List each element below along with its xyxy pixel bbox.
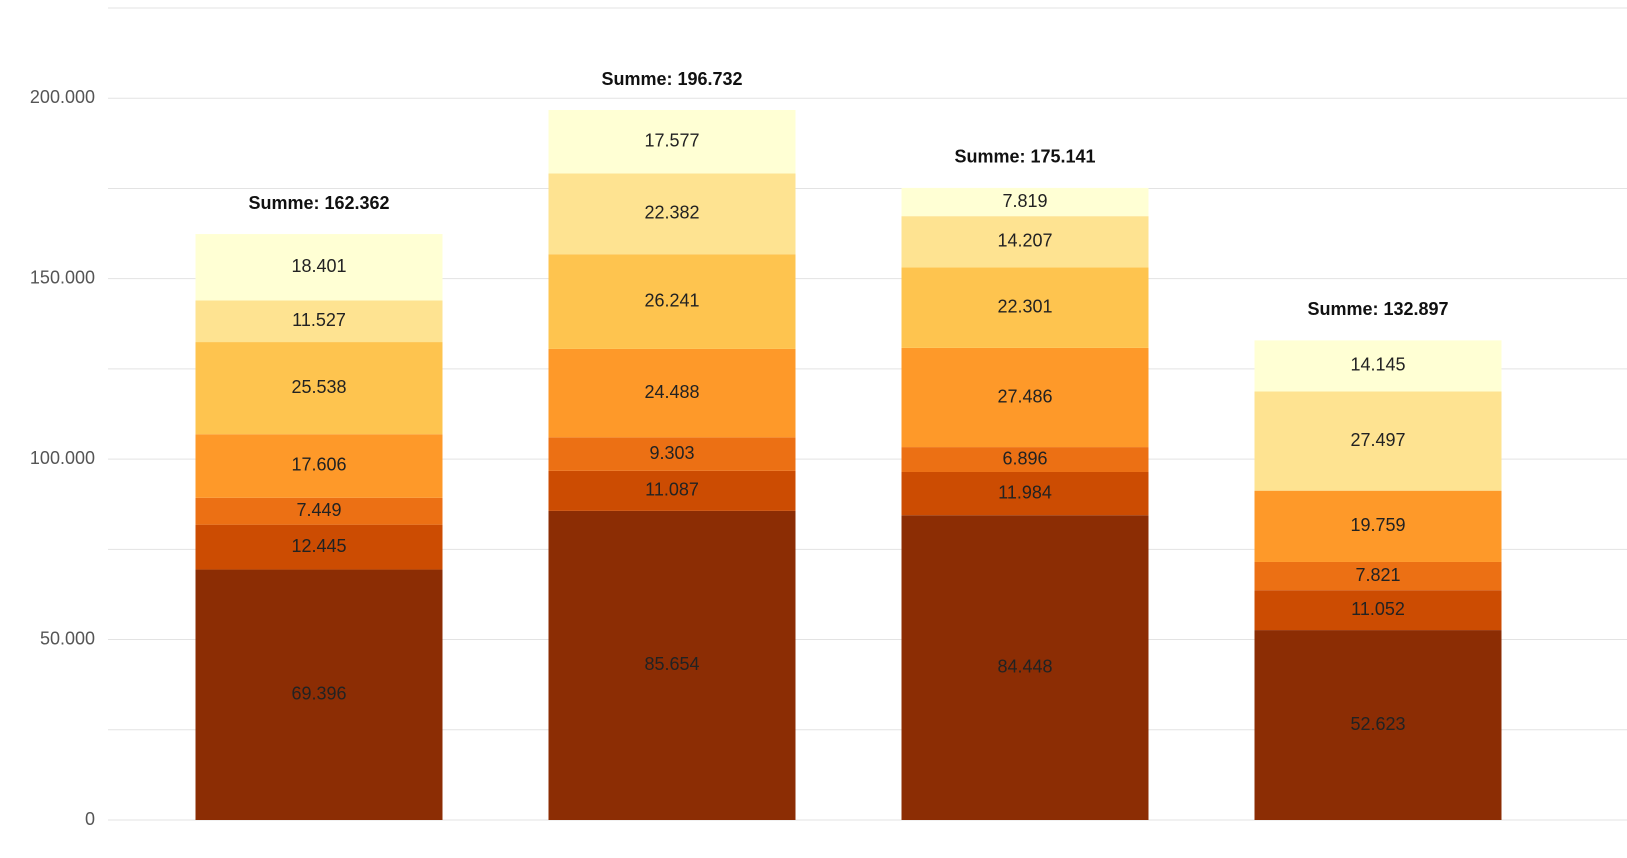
value-label: 7.821 <box>1355 565 1400 585</box>
y-tick-label: 0 <box>85 809 95 829</box>
value-label: 12.445 <box>291 536 346 556</box>
bar-segment <box>548 110 796 174</box>
value-label: 11.087 <box>645 480 699 500</box>
bar-segment <box>195 497 443 525</box>
value-label: 7.819 <box>1002 191 1047 211</box>
value-label: 11.527 <box>292 310 346 330</box>
bar-segment <box>1254 490 1502 562</box>
total-label: Summe: 175.141 <box>954 147 1095 167</box>
bar-segment <box>1254 630 1502 820</box>
value-label: 69.396 <box>291 684 346 704</box>
value-label: 7.449 <box>296 500 341 520</box>
bar-segment <box>901 347 1149 448</box>
bar-segment <box>548 510 796 820</box>
y-tick-label: 100.000 <box>30 448 95 468</box>
value-label: 52.623 <box>1350 714 1405 734</box>
value-label: 11.052 <box>1351 599 1405 619</box>
value-label: 6.896 <box>1002 448 1047 468</box>
bar-segment <box>195 569 443 820</box>
value-label: 11.984 <box>998 482 1052 502</box>
value-label: 14.207 <box>997 231 1052 251</box>
value-label: 17.606 <box>291 455 346 475</box>
y-tick-label: 200.000 <box>30 87 95 107</box>
bar-segment <box>901 515 1149 820</box>
value-label: 24.488 <box>644 382 699 402</box>
bar-segment <box>195 524 443 570</box>
value-label: 19.759 <box>1350 515 1405 535</box>
value-label: 22.301 <box>997 296 1052 316</box>
y-tick-label: 50.000 <box>40 628 95 648</box>
bar-segment <box>195 234 443 301</box>
bar-segment <box>195 434 443 498</box>
bar-segment <box>548 470 796 511</box>
value-label: 25.538 <box>291 377 346 397</box>
total-label: Summe: 162.362 <box>248 193 389 213</box>
value-label: 18.401 <box>291 256 346 276</box>
y-tick-label: 150.000 <box>30 267 95 287</box>
bar-segment <box>1254 340 1502 392</box>
bar-segment <box>901 471 1149 516</box>
value-label: 22.382 <box>644 203 699 223</box>
bar-segment <box>195 342 443 435</box>
bar-segment <box>901 447 1149 472</box>
value-label: 17.577 <box>644 130 699 150</box>
bar-segment <box>1254 590 1502 631</box>
bar-segment <box>548 437 796 471</box>
total-label: Summe: 132.897 <box>1307 299 1448 319</box>
bar-segment <box>548 254 796 349</box>
value-label: 14.145 <box>1350 355 1405 375</box>
value-label: 26.241 <box>644 290 699 310</box>
value-label: 85.654 <box>644 654 699 674</box>
bar-segment <box>1254 561 1502 591</box>
bar-segment <box>1254 391 1502 491</box>
value-label: 27.486 <box>997 386 1052 406</box>
bar-segment <box>548 173 796 255</box>
bar-segment <box>901 267 1149 348</box>
total-label: Summe: 196.732 <box>601 69 742 89</box>
bar-segment <box>901 187 1149 217</box>
value-label: 84.448 <box>997 656 1052 676</box>
bar-segment <box>548 348 796 438</box>
value-label: 27.497 <box>1350 430 1405 450</box>
bar-segment <box>901 216 1149 268</box>
bar-segment <box>195 300 443 343</box>
value-label: 9.303 <box>649 443 694 463</box>
